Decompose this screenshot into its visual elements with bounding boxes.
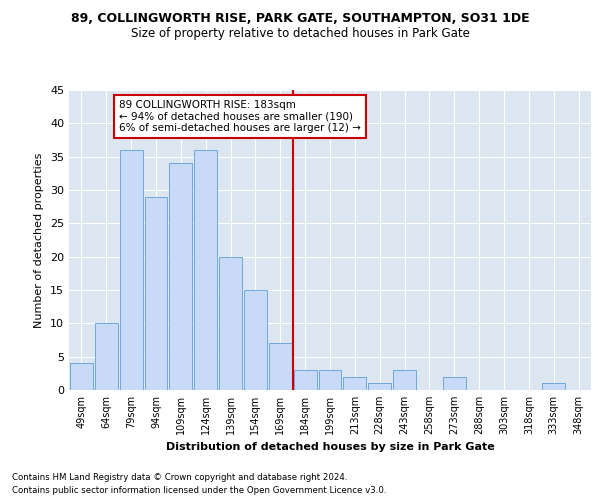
Text: Contains HM Land Registry data © Crown copyright and database right 2024.: Contains HM Land Registry data © Crown c… <box>12 472 347 482</box>
Bar <box>70 364 93 390</box>
Bar <box>343 376 366 390</box>
Bar <box>95 324 118 390</box>
Bar <box>319 370 341 390</box>
Text: Size of property relative to detached houses in Park Gate: Size of property relative to detached ho… <box>131 28 469 40</box>
Y-axis label: Number of detached properties: Number of detached properties <box>34 152 44 328</box>
Bar <box>169 164 192 390</box>
Bar <box>120 150 143 390</box>
Bar <box>219 256 242 390</box>
Bar <box>443 376 466 390</box>
Bar <box>542 384 565 390</box>
Text: 89, COLLINGWORTH RISE, PARK GATE, SOUTHAMPTON, SO31 1DE: 89, COLLINGWORTH RISE, PARK GATE, SOUTHA… <box>71 12 529 26</box>
Bar <box>145 196 167 390</box>
Bar <box>194 150 217 390</box>
Text: Contains public sector information licensed under the Open Government Licence v3: Contains public sector information licen… <box>12 486 386 495</box>
Bar <box>244 290 267 390</box>
Bar <box>368 384 391 390</box>
Bar <box>269 344 292 390</box>
Bar <box>393 370 416 390</box>
Text: 89 COLLINGWORTH RISE: 183sqm
← 94% of detached houses are smaller (190)
6% of se: 89 COLLINGWORTH RISE: 183sqm ← 94% of de… <box>119 100 361 133</box>
Text: Distribution of detached houses by size in Park Gate: Distribution of detached houses by size … <box>166 442 494 452</box>
Bar <box>294 370 317 390</box>
